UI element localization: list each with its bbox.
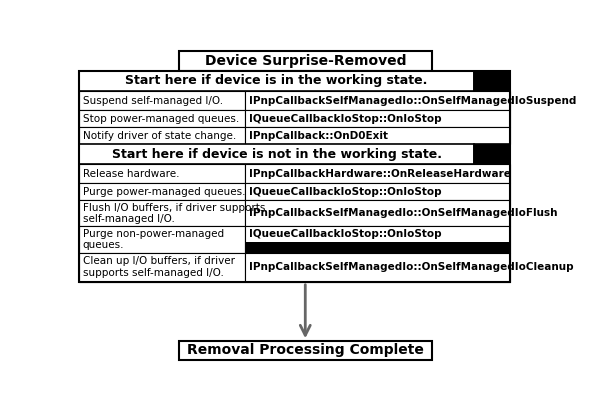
Bar xyxy=(245,226,510,253)
Bar xyxy=(79,253,245,282)
Text: IQueueCallbackIoStop::OnIoStop: IQueueCallbackIoStop::OnIoStop xyxy=(249,113,441,124)
Bar xyxy=(79,71,510,282)
Bar xyxy=(79,71,474,91)
Text: IQueueCallbackIoStop::OnIoStop: IQueueCallbackIoStop::OnIoStop xyxy=(249,229,441,239)
Bar xyxy=(245,200,510,226)
Bar xyxy=(79,164,245,183)
Text: Purge non-power-managed
queues.: Purge non-power-managed queues. xyxy=(83,229,224,250)
Text: Device Surprise-Removed: Device Surprise-Removed xyxy=(205,54,406,68)
Text: IPnpCallbackSelfManagedIo::OnSelfManagedIoSuspend: IPnpCallbackSelfManagedIo::OnSelfManaged… xyxy=(249,95,576,106)
Text: Start here if device is not in the working state.: Start here if device is not in the worki… xyxy=(112,148,442,161)
Bar xyxy=(245,242,510,253)
Text: Stop power-managed queues.: Stop power-managed queues. xyxy=(83,113,239,124)
Bar xyxy=(79,226,245,253)
Text: Suspend self-managed I/O.: Suspend self-managed I/O. xyxy=(83,95,223,106)
Bar xyxy=(245,164,510,183)
Bar xyxy=(245,91,510,110)
Bar xyxy=(79,183,245,200)
Bar xyxy=(245,183,510,200)
Text: Start here if device is in the working state.: Start here if device is in the working s… xyxy=(126,74,428,88)
Bar xyxy=(245,110,510,127)
Bar xyxy=(79,91,245,110)
Text: Flush I/O buffers, if driver supports
self-managed I/O.: Flush I/O buffers, if driver supports se… xyxy=(83,203,265,224)
Bar xyxy=(79,144,474,164)
Bar xyxy=(245,253,510,282)
Text: Release hardware.: Release hardware. xyxy=(83,169,179,179)
Text: IQueueCallbackIoStop::OnIoStop: IQueueCallbackIoStop::OnIoStop xyxy=(249,187,441,197)
Text: IPnpCallbackSelfManagedIo::OnSelfManagedIoCleanup: IPnpCallbackSelfManagedIo::OnSelfManaged… xyxy=(249,262,574,272)
Bar xyxy=(179,341,432,360)
Text: Clean up I/O buffers, if driver
supports self-managed I/O.: Clean up I/O buffers, if driver supports… xyxy=(83,256,235,278)
Bar xyxy=(474,144,510,164)
Bar xyxy=(79,110,245,127)
Text: Removal Processing Complete: Removal Processing Complete xyxy=(187,343,424,358)
Bar xyxy=(79,127,245,144)
Text: IPnpCallbackHardware::OnReleaseHardware: IPnpCallbackHardware::OnReleaseHardware xyxy=(249,169,510,179)
Text: IPnpCallbackSelfManagedIo::OnSelfManagedIoFlush: IPnpCallbackSelfManagedIo::OnSelfManaged… xyxy=(249,208,557,218)
Bar xyxy=(179,51,432,71)
Text: IPnpCallback::OnD0Exit: IPnpCallback::OnD0Exit xyxy=(249,131,388,141)
Text: Purge power-managed queues.: Purge power-managed queues. xyxy=(83,187,245,197)
Bar xyxy=(79,200,245,226)
Bar xyxy=(474,71,510,91)
Text: Notify driver of state change.: Notify driver of state change. xyxy=(83,131,236,141)
Bar xyxy=(245,127,510,144)
